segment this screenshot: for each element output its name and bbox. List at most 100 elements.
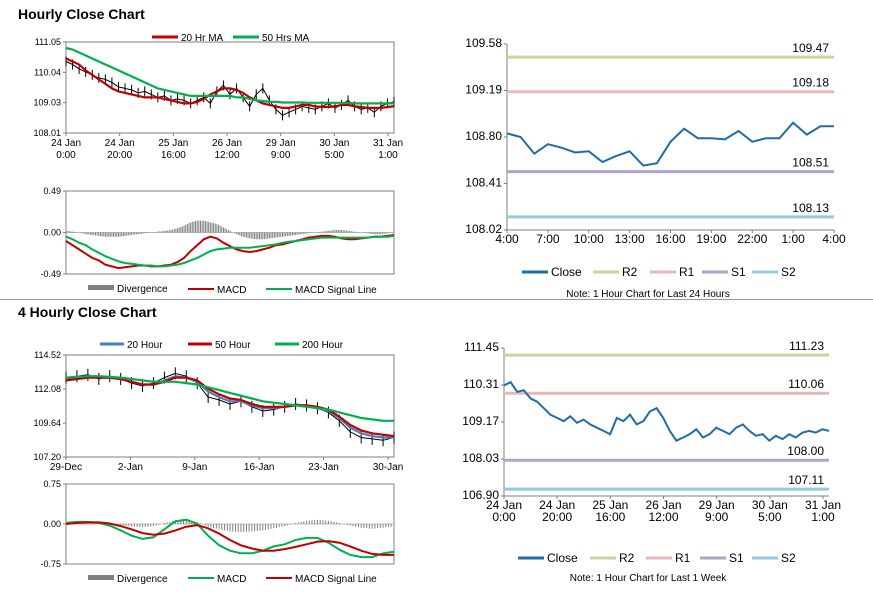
y-tick-label: 109.03 xyxy=(33,98,61,108)
level-s1-label: 108.00 xyxy=(787,444,824,458)
x-tick-label: 16-Jan xyxy=(244,462,275,473)
x-tick-label: 24 Jan xyxy=(486,498,522,512)
ma-series-line xyxy=(65,46,394,105)
divergence-legend-label: Divergence xyxy=(117,574,168,585)
plot-area xyxy=(65,354,395,458)
pivot-legend-label: S1 xyxy=(729,551,744,565)
ma-series-line xyxy=(65,375,394,422)
x-tick-label: 26 Jan xyxy=(212,138,242,149)
x-tick-label: 16:00 xyxy=(161,150,186,161)
x-tick-label: 5:00 xyxy=(325,150,345,161)
4hourly-section-title: 4 Hourly Close Chart xyxy=(18,304,157,320)
x-tick-label: 29 Jan xyxy=(699,498,735,512)
y-tick-label: 110.31 xyxy=(463,377,499,391)
pivot-legend-label: R2 xyxy=(619,551,635,565)
macd-legend-label: MACD xyxy=(217,285,246,296)
x-tick-label: 2-Jan xyxy=(118,462,143,473)
signal-series-line xyxy=(65,234,395,268)
y-tick-label: -0.75 xyxy=(40,559,61,569)
x-tick-label: 0:00 xyxy=(56,150,76,161)
level-r1-label: 110.06 xyxy=(788,377,824,391)
x-tick-label: 30 Jan xyxy=(319,138,349,149)
ma20h-legend-label: 20 Hour xyxy=(127,340,163,351)
pivot-legend-label: R1 xyxy=(675,551,691,565)
level-r2-label: 109.47 xyxy=(792,41,829,55)
x-tick-label: 12:00 xyxy=(648,510,678,524)
plot-area xyxy=(65,41,395,134)
y-tick-label: -0.49 xyxy=(40,269,61,279)
x-tick-label: 20:00 xyxy=(542,510,572,524)
x-tick-label: 29 Jan xyxy=(266,138,296,149)
section-divider xyxy=(0,299,873,300)
x-tick-label: 7:00 xyxy=(536,232,560,246)
x-tick-label: 24 Jan xyxy=(105,138,135,149)
level-s2-label: 108.13 xyxy=(792,201,829,215)
x-tick-label: 4:00 xyxy=(822,232,846,246)
pivot-legend-label: R2 xyxy=(622,265,638,279)
x-tick-label: 10:00 xyxy=(574,232,604,246)
ma-series-line xyxy=(65,57,395,109)
level-s1-label: 108.51 xyxy=(792,156,829,170)
y-tick-label: 0.49 xyxy=(43,186,61,196)
y-tick-label: 110.04 xyxy=(34,67,61,77)
level-r2-label: 111.23 xyxy=(789,339,824,353)
y-tick-label: 111.05 xyxy=(35,37,61,47)
ma20-legend-label: 20 Hr MA xyxy=(181,33,224,44)
hourly-section-title: Hourly Close Chart xyxy=(18,6,145,22)
divergence-legend-swatch xyxy=(88,285,114,290)
pivot-legend-label: S2 xyxy=(781,551,796,565)
hourly-pivot-note: Note: 1 Hour Chart for Last 24 Hours xyxy=(566,289,730,300)
x-tick-label: 16:00 xyxy=(595,510,625,524)
divergence-legend-label: Divergence xyxy=(117,284,168,295)
y-tick-label: 111.45 xyxy=(464,340,499,354)
ma200h-legend-label: 200 Hour xyxy=(302,340,344,351)
y-tick-label: 0.00 xyxy=(43,519,61,529)
x-tick-label: 25 Jan xyxy=(592,498,628,512)
x-tick-label: 1:00 xyxy=(378,150,398,161)
x-tick-label: 31 Jan xyxy=(373,138,403,149)
divergence-legend-swatch xyxy=(88,575,114,580)
x-tick-label: 29-Dec xyxy=(50,462,82,473)
y-tick-label: 109.19 xyxy=(465,83,502,97)
x-tick-label: 24 Jan xyxy=(539,498,575,512)
level-r1-label: 109.18 xyxy=(792,76,829,90)
x-tick-label: 16:00 xyxy=(655,232,685,246)
y-tick-label: 108.41 xyxy=(465,176,502,190)
x-tick-label: 20:00 xyxy=(107,150,132,161)
x-tick-label: 4:00 xyxy=(495,232,519,246)
x-tick-label: 1:00 xyxy=(781,232,805,246)
pivot-legend-label: S1 xyxy=(731,265,746,279)
x-tick-label: 13:00 xyxy=(615,232,645,246)
level-s2-label: 107.11 xyxy=(788,473,824,487)
x-tick-label: 1:00 xyxy=(811,510,835,524)
macd-legend-label: MACD xyxy=(217,574,246,585)
x-tick-label: 9:00 xyxy=(271,150,291,161)
y-tick-label: 106.90 xyxy=(462,488,499,502)
signal-legend-label: MACD Signal Line xyxy=(295,574,377,585)
x-tick-label: 30 Jan xyxy=(752,498,788,512)
y-tick-label: 109.17 xyxy=(462,414,499,428)
y-tick-label: 109.58 xyxy=(465,36,502,50)
x-tick-label: 31 Jan xyxy=(805,498,841,512)
pivot-legend-label: Close xyxy=(551,265,582,279)
y-tick-label: 108.01 xyxy=(33,128,61,138)
macd-series-line xyxy=(65,518,395,559)
ma-series-line xyxy=(65,376,395,438)
4hourly-pivot-note: Note: 1 Hour Chart for Last 1 Week xyxy=(569,573,727,584)
y-tick-label: 0.00 xyxy=(43,228,61,238)
signal-legend-label: MACD Signal Line xyxy=(295,285,377,296)
pivot-legend-label: S2 xyxy=(781,265,796,279)
close-series-line xyxy=(503,380,830,443)
close-series-line xyxy=(506,121,834,167)
pivot-legend-label: R1 xyxy=(679,265,695,279)
x-tick-label: 19:00 xyxy=(696,232,726,246)
y-tick-label: 112.08 xyxy=(34,384,61,394)
x-tick-label: 9:00 xyxy=(705,510,729,524)
x-tick-label: 25 Jan xyxy=(158,138,188,149)
y-tick-label: 108.03 xyxy=(462,451,499,465)
